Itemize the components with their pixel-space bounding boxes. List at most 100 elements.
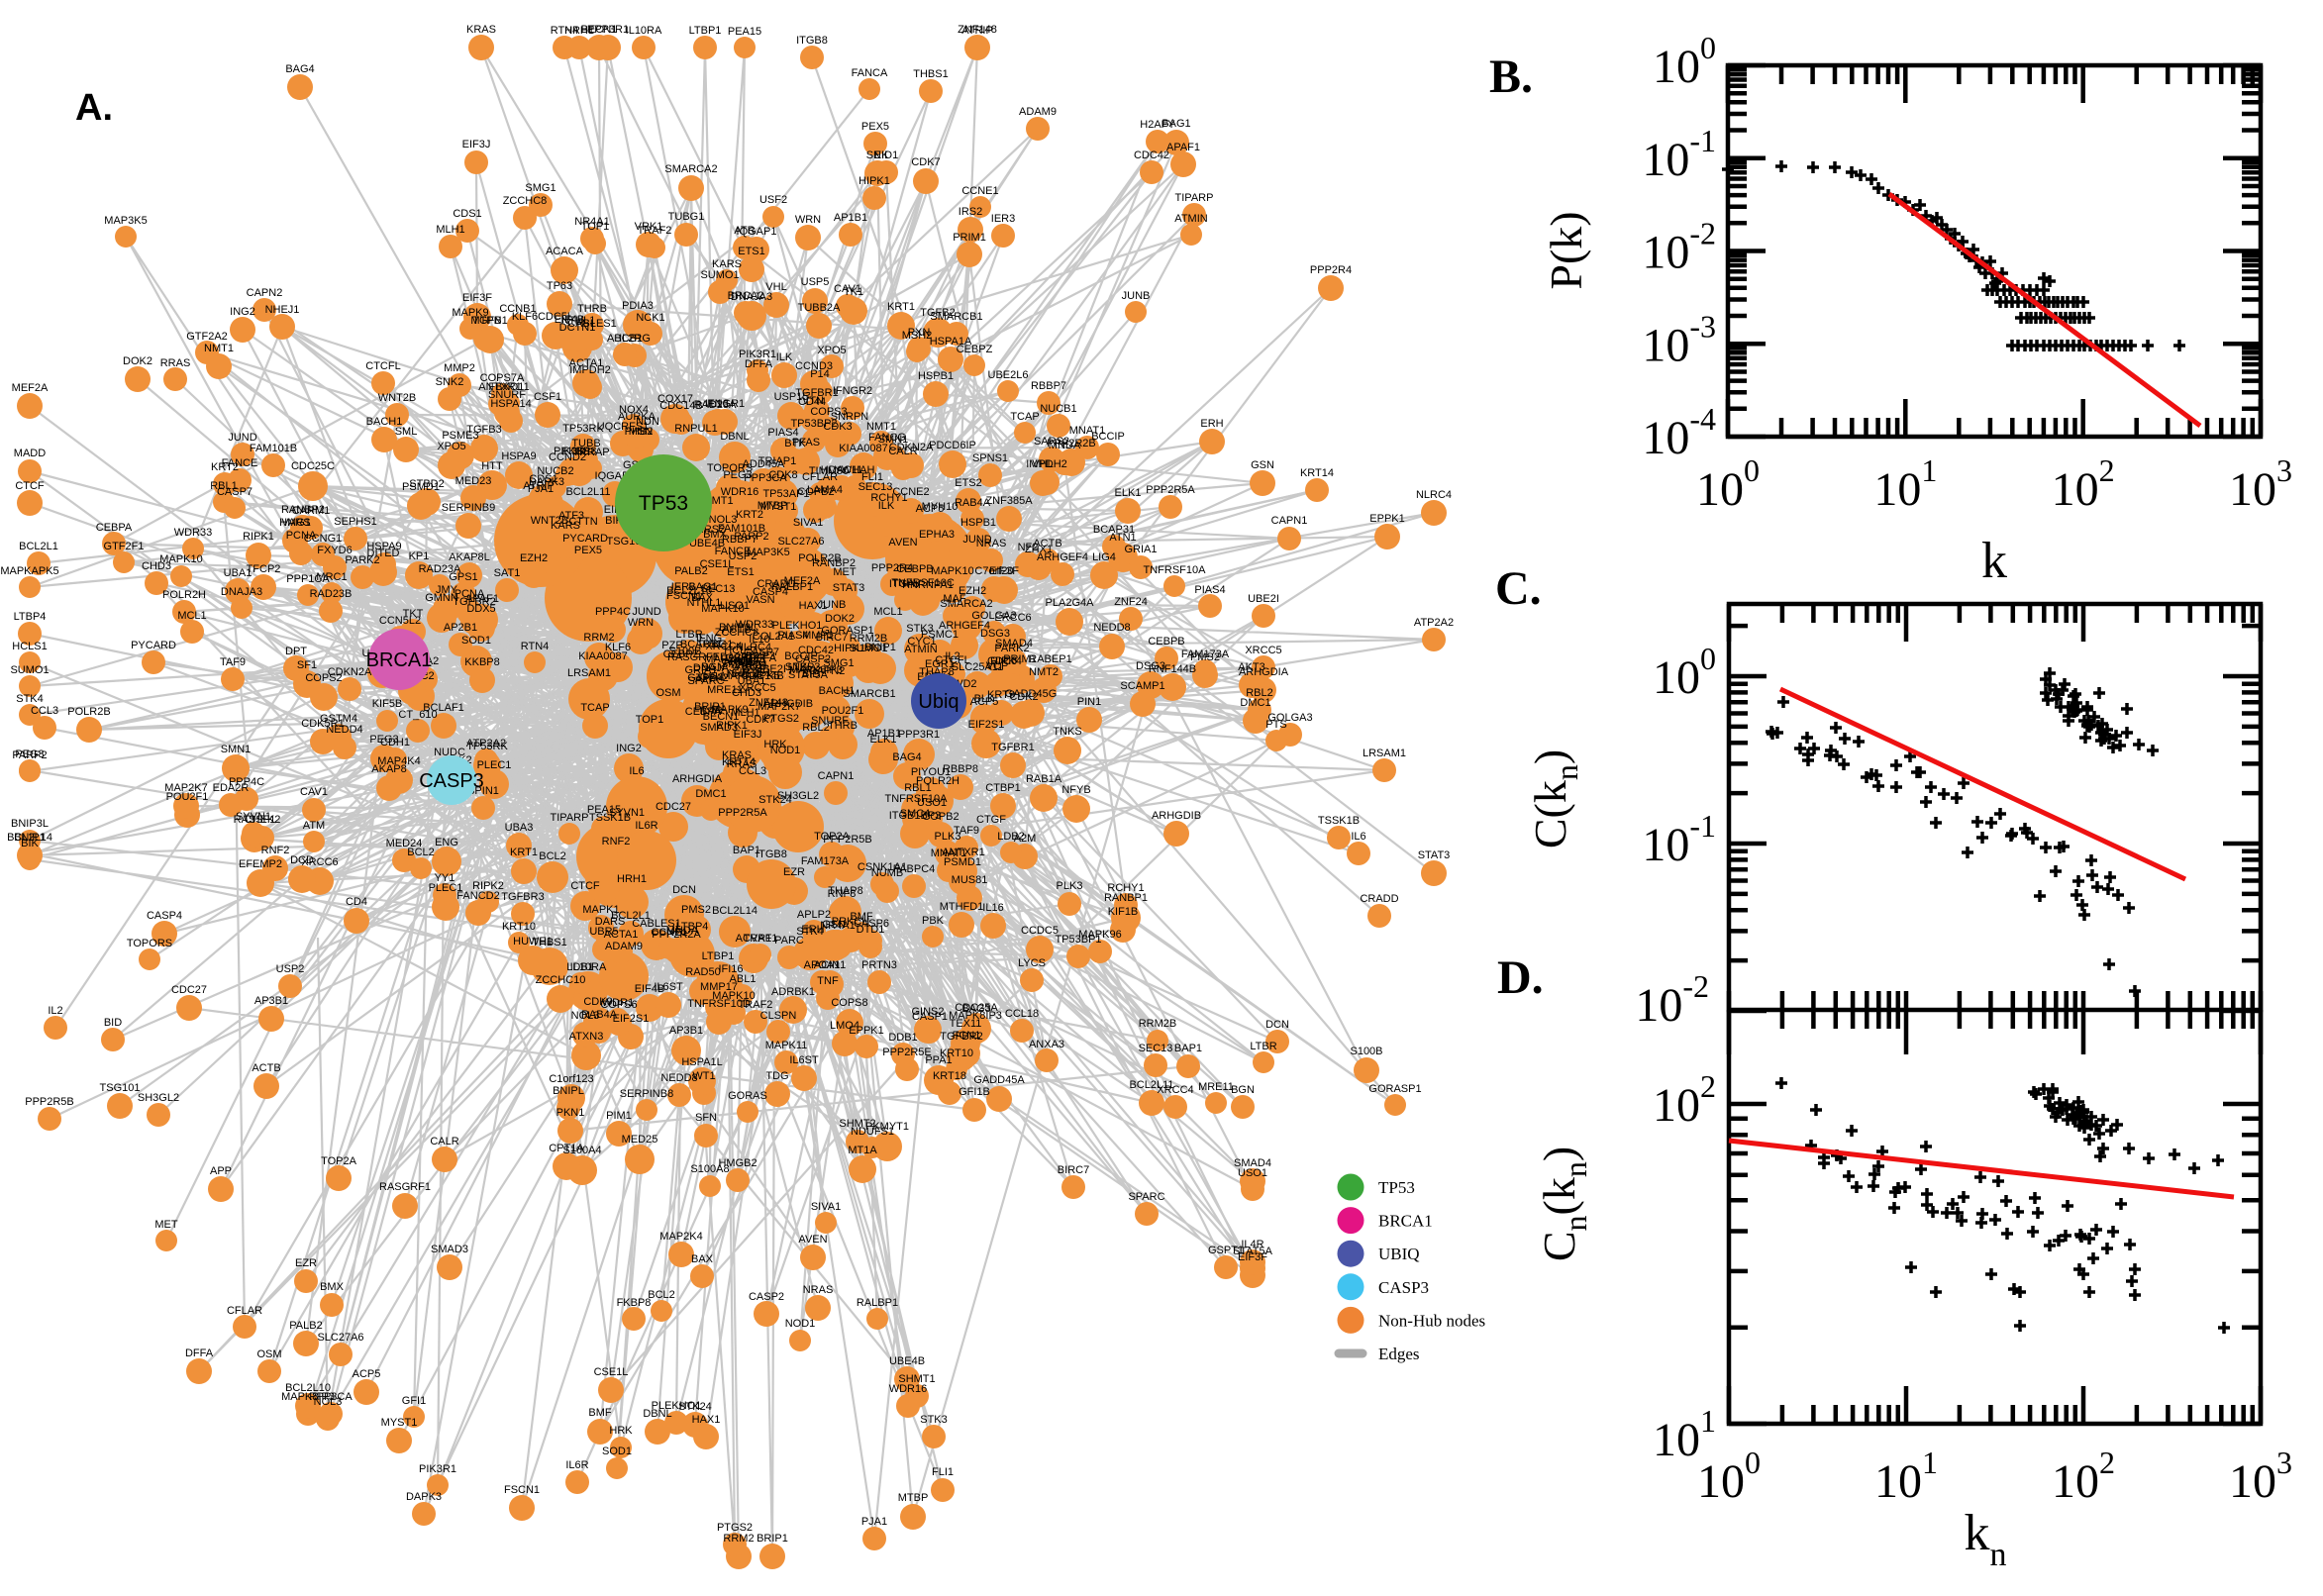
svg-text:PPP2R2B: PPP2R2B bbox=[1047, 438, 1096, 449]
svg-text:PJA1: PJA1 bbox=[861, 1516, 887, 1528]
svg-text:TGFB1: TGFB1 bbox=[472, 315, 507, 327]
svg-text:NMT1: NMT1 bbox=[204, 343, 234, 354]
svg-text:HSPA9: HSPA9 bbox=[366, 541, 401, 552]
svg-text:LTBR: LTBR bbox=[1250, 1041, 1276, 1052]
svg-text:BCAP31: BCAP31 bbox=[680, 639, 722, 650]
svg-text:JUNB: JUNB bbox=[1122, 290, 1151, 302]
svg-text:NMT1: NMT1 bbox=[866, 421, 896, 433]
svg-text:CCNG1: CCNG1 bbox=[304, 533, 343, 545]
svg-text:AP3B1: AP3B1 bbox=[254, 995, 288, 1007]
svg-text:CYC1: CYC1 bbox=[907, 636, 936, 648]
svg-text:NEDD8: NEDD8 bbox=[660, 1072, 697, 1084]
svg-text:EIF2S1: EIF2S1 bbox=[613, 1013, 650, 1025]
svg-text:WDR33: WDR33 bbox=[736, 619, 774, 631]
svg-text:CCNE1: CCNE1 bbox=[961, 185, 998, 197]
svg-text:UQCRFS1: UQCRFS1 bbox=[597, 421, 650, 433]
svg-text:SYVN1: SYVN1 bbox=[236, 811, 271, 823]
svg-text:SHMT1: SHMT1 bbox=[898, 1373, 935, 1385]
svg-text:SUMO1: SUMO1 bbox=[849, 643, 887, 654]
svg-text:PIK3R1: PIK3R1 bbox=[419, 1463, 456, 1475]
svg-text:BAG3: BAG3 bbox=[961, 1003, 990, 1015]
svg-text:RRM2B: RRM2B bbox=[1139, 1018, 1177, 1030]
svg-text:TIPARP: TIPARP bbox=[551, 812, 589, 824]
svg-text:MED23: MED23 bbox=[455, 475, 492, 487]
svg-text:ACTA1: ACTA1 bbox=[604, 929, 639, 941]
svg-text:101: 101 bbox=[1873, 452, 1937, 516]
svg-text:SF1: SF1 bbox=[297, 659, 317, 671]
svg-text:CASP1: CASP1 bbox=[912, 1011, 948, 1023]
svg-text:GORASP1: GORASP1 bbox=[1368, 1083, 1421, 1095]
svg-text:PLEC1: PLEC1 bbox=[429, 882, 463, 894]
svg-text:SPARC: SPARC bbox=[687, 675, 724, 687]
svg-text:PPP3R1: PPP3R1 bbox=[898, 729, 940, 741]
svg-text:KRT18: KRT18 bbox=[933, 1070, 966, 1082]
svg-text:BCL2L1: BCL2L1 bbox=[611, 910, 651, 922]
svg-text:GFI1B: GFI1B bbox=[959, 1086, 990, 1098]
svg-text:VTN: VTN bbox=[802, 395, 824, 407]
svg-text:SYVN1: SYVN1 bbox=[609, 807, 645, 819]
svg-text:IL4R: IL4R bbox=[699, 705, 722, 717]
svg-text:A.: A. bbox=[75, 87, 113, 129]
svg-text:NR4A1: NR4A1 bbox=[574, 216, 609, 228]
svg-text:NOX4: NOX4 bbox=[619, 404, 649, 416]
svg-text:TNKS: TNKS bbox=[1053, 726, 1081, 738]
svg-text:EGR1: EGR1 bbox=[925, 658, 955, 670]
svg-text:SNURF: SNURF bbox=[488, 389, 526, 401]
svg-text:CTCFL: CTCFL bbox=[935, 654, 969, 666]
svg-text:TP53RK: TP53RK bbox=[562, 423, 604, 435]
svg-text:KLF6: KLF6 bbox=[512, 311, 538, 323]
svg-text:CDK9: CDK9 bbox=[583, 996, 612, 1008]
svg-text:PYCARD: PYCARD bbox=[131, 640, 176, 651]
svg-text:KRAS: KRAS bbox=[466, 24, 496, 36]
svg-text:ETS1: ETS1 bbox=[727, 566, 755, 578]
svg-text:UBA3: UBA3 bbox=[505, 822, 534, 834]
svg-text:GPS1: GPS1 bbox=[449, 571, 477, 583]
svg-text:OSM: OSM bbox=[656, 687, 680, 699]
svg-text:RAB4A: RAB4A bbox=[581, 1009, 618, 1021]
svg-text:MAPKAPK5: MAPKAPK5 bbox=[721, 670, 779, 682]
svg-text:STAT5A: STAT5A bbox=[788, 669, 829, 681]
svg-text:CCDC5: CCDC5 bbox=[1021, 925, 1059, 937]
svg-text:CHD3: CHD3 bbox=[732, 687, 761, 699]
svg-text:PCNA: PCNA bbox=[454, 588, 485, 600]
svg-text:CAV1: CAV1 bbox=[300, 786, 328, 798]
svg-text:GSN: GSN bbox=[822, 919, 846, 931]
svg-text:LDB2: LDB2 bbox=[997, 831, 1025, 843]
svg-text:FCN1: FCN1 bbox=[953, 1030, 981, 1042]
svg-text:SPIN1: SPIN1 bbox=[467, 785, 499, 797]
svg-text:GSN: GSN bbox=[1251, 459, 1274, 471]
svg-text:MTBP: MTBP bbox=[758, 500, 788, 512]
svg-text:STK3: STK3 bbox=[920, 1414, 948, 1426]
svg-text:USF2: USF2 bbox=[738, 656, 765, 668]
svg-text:LRSAM1: LRSAM1 bbox=[567, 667, 611, 679]
svg-text:HRK: HRK bbox=[763, 739, 787, 750]
svg-text:ILK: ILK bbox=[878, 500, 895, 512]
svg-text:LTBP3: LTBP3 bbox=[788, 661, 821, 673]
svg-text:TFCP2: TFCP2 bbox=[247, 563, 281, 575]
svg-text:SNK: SNK bbox=[866, 150, 889, 161]
svg-text:TCAP: TCAP bbox=[580, 702, 609, 714]
svg-text:SMAD3: SMAD3 bbox=[431, 1244, 468, 1255]
svg-text:SOD1: SOD1 bbox=[602, 1446, 632, 1457]
svg-text:BCL2L1: BCL2L1 bbox=[19, 541, 58, 552]
svg-text:APP: APP bbox=[210, 1165, 232, 1177]
svg-text:KRT2: KRT2 bbox=[736, 509, 763, 521]
svg-text:CALR: CALR bbox=[430, 1136, 458, 1147]
svg-text:MAPK11: MAPK11 bbox=[765, 1040, 808, 1051]
svg-text:TP53BP1: TP53BP1 bbox=[1055, 934, 1101, 946]
svg-text:ETS2: ETS2 bbox=[955, 477, 982, 489]
svg-text:HAX1: HAX1 bbox=[692, 1414, 721, 1426]
svg-text:BCL2L11: BCL2L11 bbox=[1129, 1079, 1173, 1091]
svg-text:NUMB: NUMB bbox=[871, 867, 903, 879]
svg-text:CASP3: CASP3 bbox=[1378, 1278, 1429, 1297]
svg-text:BMF: BMF bbox=[850, 911, 873, 923]
svg-text:BRCA2: BRCA2 bbox=[728, 290, 764, 302]
svg-text:CDC42: CDC42 bbox=[798, 645, 834, 656]
svg-text:IMPDH2: IMPDH2 bbox=[1026, 458, 1067, 470]
svg-text:MRE11: MRE11 bbox=[1198, 1081, 1234, 1093]
svg-text:GMNN: GMNN bbox=[425, 592, 458, 604]
svg-text:KRT10: KRT10 bbox=[940, 1047, 973, 1059]
svg-text:LTBP1: LTBP1 bbox=[689, 25, 722, 37]
svg-text:ERCC6: ERCC6 bbox=[994, 612, 1031, 624]
svg-text:RBL2: RBL2 bbox=[802, 722, 830, 734]
